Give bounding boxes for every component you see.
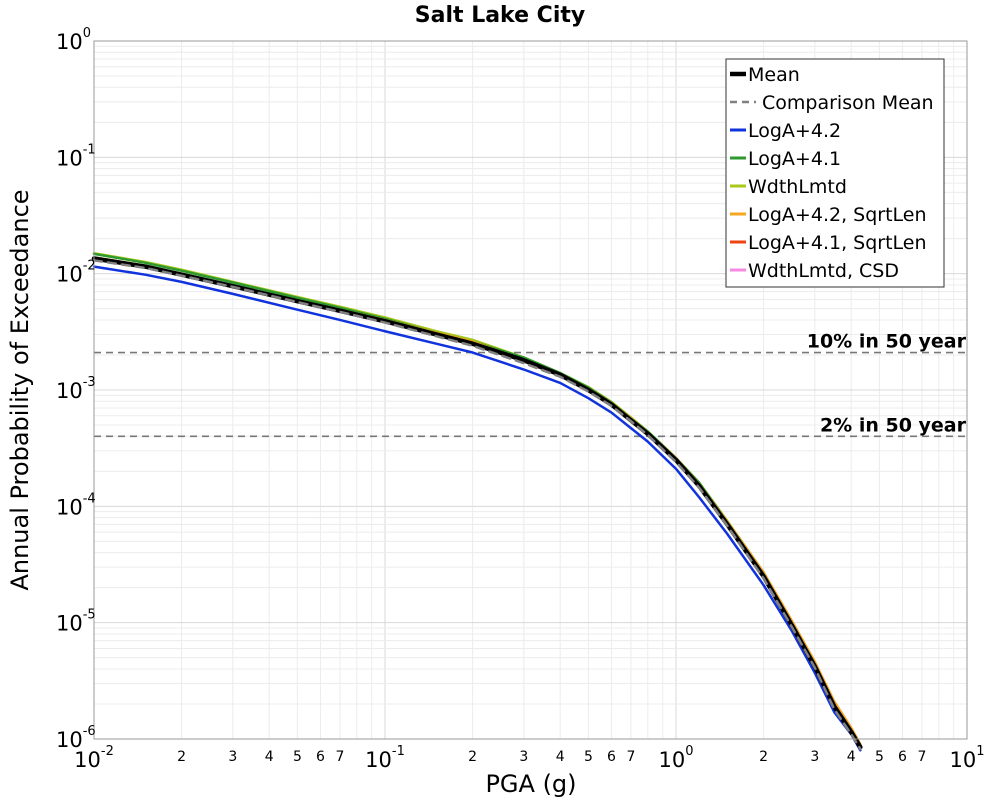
x-tick-label: 100	[658, 744, 693, 772]
y-tick-label: 10-1	[56, 142, 96, 170]
y-tick-label: 100	[56, 26, 91, 54]
reference-line-label: 2% in 50 year	[820, 414, 967, 436]
legend-label: WdthLmtd, CSD	[748, 260, 899, 282]
chart-title: Salt Lake City	[415, 3, 585, 28]
y-axis-title: Annual Probability of Exceedance	[6, 189, 34, 590]
series-line-loga-4-1-sqrtlen	[92, 256, 862, 749]
x-minor-tick-label: 7	[335, 749, 344, 765]
series-line-loga-4-2	[92, 265, 862, 752]
legend: Mean Comparison Mean LogA+4.2 LogA+4.1 WdthL…	[725, 58, 945, 288]
x-minor-tick-label: 2	[759, 749, 768, 765]
legend-box	[725, 58, 945, 288]
x-axis-title: PGA (g)	[485, 770, 576, 798]
x-minor-tick-label: 3	[810, 749, 819, 765]
x-minor-tick-label: 4	[556, 749, 565, 765]
series-group	[91, 251, 863, 752]
series-line-loga-4-1	[92, 252, 862, 747]
y-tick-label: 10-3	[56, 375, 96, 403]
x-minor-tick-label: 3	[519, 749, 528, 765]
x-minor-tick-label: 5	[293, 749, 302, 765]
x-minor-tick-label: 5	[584, 749, 593, 765]
grid-lines	[93, 41, 967, 740]
x-minor-tick-label: 5	[875, 749, 884, 765]
reference-line-label: 10% in 50 year	[807, 331, 967, 353]
x-minor-tick-label: 2	[177, 749, 186, 765]
series-line-comparison-mean	[92, 259, 862, 751]
y-axis-ticks: 100 10-1 10-2 10-3 10-4 10-5 10-6	[56, 26, 96, 752]
reference-lines: 10% in 50 year 2% in 50 year	[94, 331, 967, 438]
y-tick-label: 10-4	[56, 491, 96, 519]
legend-label: LogA+4.2	[748, 120, 841, 142]
x-tick-label: 10-2	[74, 744, 114, 772]
plot-frame	[93, 40, 968, 740]
series-line-wdthlmtd-csd	[92, 257, 862, 749]
series-line-wdthlmtd	[92, 251, 862, 747]
legend-label: LogA+4.1, SqrtLen	[748, 232, 927, 254]
y-tick-label: 10-2	[56, 259, 96, 287]
series-line-mean	[91, 256, 863, 750]
series-line-loga-4-2-sqrtlen	[92, 256, 862, 746]
legend-label: LogA+4.2, SqrtLen	[748, 204, 927, 226]
x-minor-tick-label: 6	[316, 749, 325, 765]
x-minor-tick-label: 3	[228, 749, 237, 765]
x-minor-tick-label: 2	[468, 749, 477, 765]
x-minor-tick-label: 6	[607, 749, 616, 765]
legend-label: Comparison Mean	[762, 92, 934, 114]
legend-label: WdthLmtd	[748, 176, 847, 198]
x-minor-tick-label: 7	[626, 749, 635, 765]
x-minor-tick-label: 6	[898, 749, 907, 765]
x-minor-tick-label: 4	[265, 749, 274, 765]
x-tick-label: 101	[949, 744, 984, 772]
x-tick-label: 10-1	[365, 744, 405, 772]
y-tick-label: 10-5	[56, 608, 96, 636]
x-minor-tick-label: 4	[847, 749, 856, 765]
y-tick-label: 10-6	[56, 724, 96, 752]
x-minor-tick-label: 7	[917, 749, 926, 765]
legend-label: LogA+4.1	[748, 148, 841, 170]
legend-label: Mean	[748, 64, 800, 86]
